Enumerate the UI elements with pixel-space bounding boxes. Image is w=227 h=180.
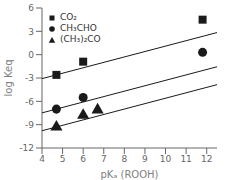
svg-text:7: 7 [101, 154, 107, 164]
svg-text:10: 10 [160, 154, 172, 164]
svg-text:-3: -3 [25, 73, 34, 83]
svg-text:12: 12 [201, 154, 212, 164]
svg-text:pKₐ (ROOH): pKₐ (ROOH) [100, 169, 158, 180]
html-text:CH₃CHO: CH₃CHO [60, 23, 97, 33]
html-text:CO₂: CO₂ [60, 12, 77, 22]
svg-text:6: 6 [80, 154, 86, 164]
svg-text:4: 4 [39, 154, 45, 164]
svg-text:0: 0 [28, 50, 34, 60]
svg-text:log Keq: log Keq [8, 60, 14, 97]
svg-text:9: 9 [142, 154, 148, 164]
svg-text:5: 5 [60, 154, 66, 164]
svg-text:11: 11 [180, 154, 191, 164]
svg-text:6: 6 [28, 3, 34, 13]
svg-text:8: 8 [121, 154, 127, 164]
html-text:(CH₃)₂CO: (CH₃)₂CO [60, 34, 101, 44]
svg-text:3: 3 [28, 27, 34, 37]
svg-text:-6: -6 [25, 97, 34, 107]
svg-text:-9: -9 [25, 120, 34, 130]
svg-text:-12: -12 [19, 143, 34, 153]
